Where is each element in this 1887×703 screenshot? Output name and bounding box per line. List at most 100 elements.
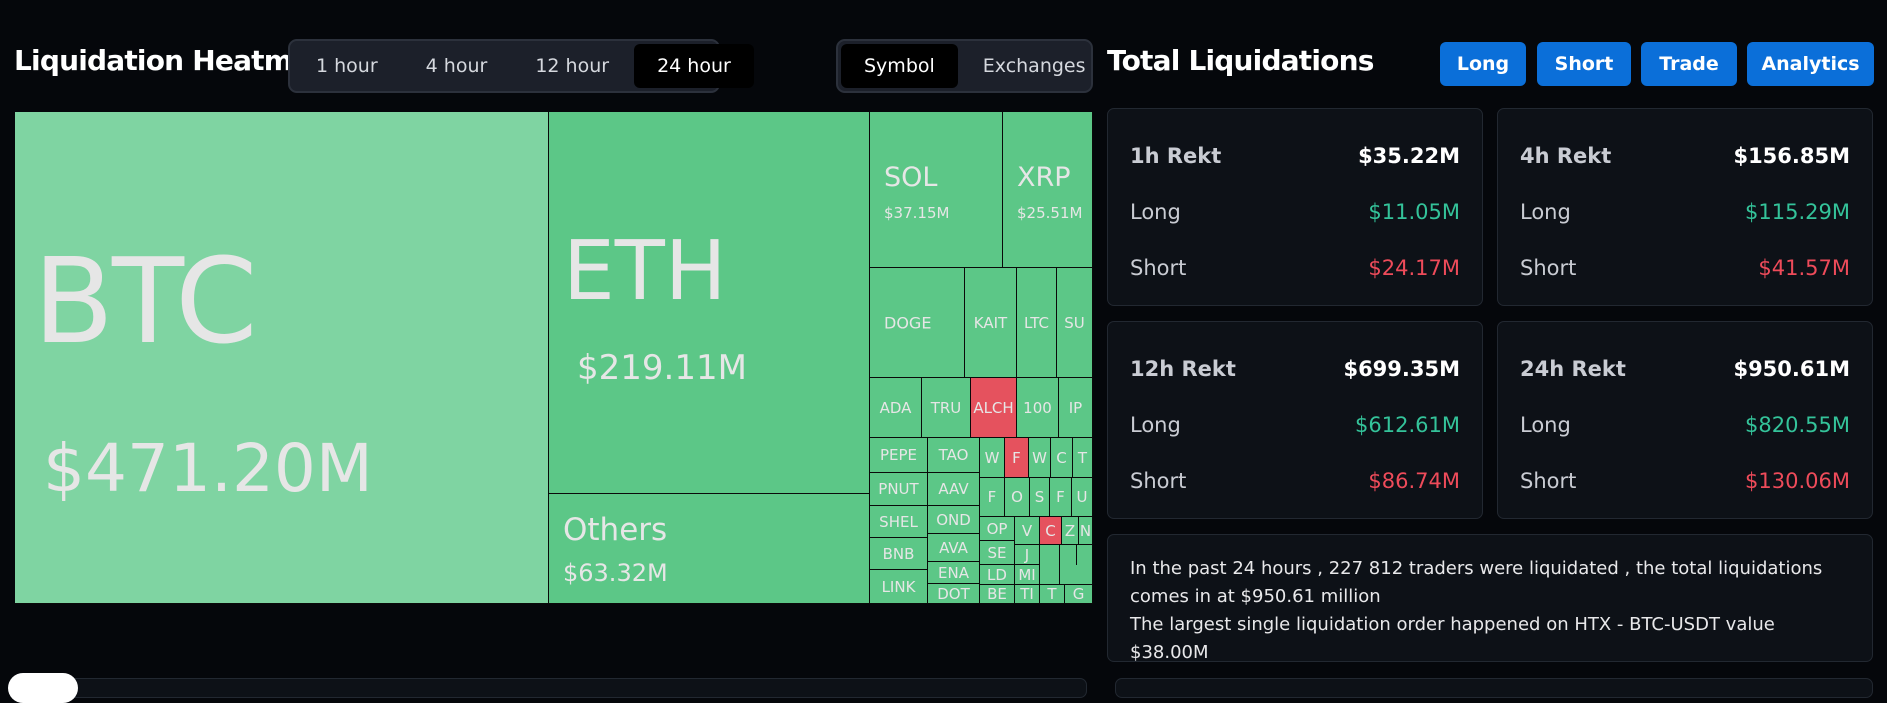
- treemap-cell-f[interactable]: F: [1050, 478, 1072, 517]
- treemap-cell-ti[interactable]: TI: [1015, 585, 1040, 604]
- treemap-cell-ltc[interactable]: LTC: [1017, 268, 1057, 378]
- cell-symbol: ENA: [938, 563, 969, 582]
- long-label: Long: [1130, 200, 1181, 224]
- treemap-cell-ena[interactable]: ENA: [928, 562, 980, 584]
- trade-button[interactable]: Trade: [1641, 42, 1737, 86]
- treemap-cell-ld[interactable]: LD: [980, 565, 1015, 585]
- long-label: Long: [1520, 413, 1571, 437]
- treemap-cell-unlabeled[interactable]: [1040, 545, 1060, 585]
- treemap-cell-ada[interactable]: ADA: [870, 378, 922, 438]
- treemap-cell-bnb[interactable]: BNB: [870, 538, 928, 570]
- timeframe-4-hour[interactable]: 4 hour: [425, 55, 488, 77]
- treemap-cell-tao[interactable]: TAO: [928, 438, 980, 473]
- treemap-cell-w[interactable]: W: [1029, 438, 1051, 478]
- treemap-cell-ond[interactable]: OND: [928, 506, 980, 534]
- treemap-cell-u[interactable]: U: [1072, 478, 1093, 517]
- long-value: $612.61M: [1355, 413, 1460, 437]
- long-value: $115.29M: [1745, 200, 1850, 224]
- view-exchanges[interactable]: Exchanges: [982, 55, 1086, 77]
- treemap-cell-link[interactable]: LINK: [870, 570, 928, 604]
- treemap-cell-g[interactable]: G: [1065, 585, 1093, 604]
- liquidation-summary: In the past 24 hours , 227 812 traders w…: [1107, 534, 1873, 663]
- card-12h-rekt: 12h Rekt $699.35M Long $612.61M Short $86.7…: [1107, 321, 1483, 519]
- cell-symbol: W: [1032, 448, 1047, 467]
- card-24h-rekt: 24h Rekt $950.61M Long $820.55M Short $130.…: [1497, 321, 1873, 519]
- cell-amount: $63.32M: [563, 559, 668, 587]
- treemap-cell-tru[interactable]: TRU: [922, 378, 971, 438]
- treemap-cell-w[interactable]: W: [980, 438, 1005, 478]
- treemap-cell-ip[interactable]: IP: [1059, 378, 1093, 438]
- treemap-cell-doge[interactable]: DOGE: [870, 268, 965, 378]
- treemap-cell-s[interactable]: S: [1030, 478, 1050, 517]
- cell-symbol: C: [1056, 448, 1067, 467]
- short-label: Short: [1130, 256, 1187, 280]
- treemap-cell-ava[interactable]: AVA: [928, 534, 980, 562]
- analytics-button[interactable]: Analytics: [1747, 42, 1874, 86]
- cell-symbol: OND: [936, 510, 971, 529]
- timeframe-12-hour[interactable]: 12 hour: [535, 55, 610, 77]
- short-value: $130.06M: [1745, 469, 1850, 493]
- cell-symbol: V: [1021, 521, 1033, 540]
- treemap-cell-eth[interactable]: ETH $219.11M: [549, 112, 870, 494]
- treemap-cell-n[interactable]: N: [1079, 517, 1093, 545]
- short-button[interactable]: Short: [1537, 42, 1631, 86]
- liquidation-treemap: BTC $471.20M ETH $219.11M Others $63.32M SOL $3…: [15, 112, 1093, 604]
- treemap-cell-kait[interactable]: KAIT: [965, 268, 1017, 378]
- cell-symbol: G: [1072, 585, 1085, 603]
- treemap-cell-mi[interactable]: MI: [1015, 565, 1040, 585]
- treemap-cell-pepe[interactable]: PEPE: [870, 438, 928, 473]
- timeframe-24-hour[interactable]: 24 hour: [634, 44, 754, 88]
- cell-symbol: LD: [987, 565, 1007, 584]
- cell-symbol: J: [1024, 545, 1030, 564]
- treemap-cell-su[interactable]: SU: [1057, 268, 1093, 378]
- treemap-cell-c[interactable]: C: [1051, 438, 1073, 478]
- treemap-cell-pnut[interactable]: PNUT: [870, 473, 928, 506]
- cell-symbol: AVA: [939, 538, 968, 557]
- treemap-cell-v[interactable]: V: [1015, 517, 1040, 545]
- cell-symbol: W: [984, 448, 1000, 467]
- treemap-cell-o[interactable]: O: [1005, 478, 1030, 517]
- cell-symbol: T: [1077, 448, 1088, 467]
- treemap-cell-c[interactable]: C: [1040, 517, 1062, 545]
- treemap-cell-t[interactable]: T: [1040, 585, 1065, 604]
- treemap-cell-f[interactable]: F: [1005, 438, 1029, 478]
- treemap-cell-shel[interactable]: SHEL: [870, 506, 928, 538]
- cell-symbol: ALCH: [973, 398, 1014, 417]
- treemap-cell-btc[interactable]: BTC $471.20M: [15, 112, 549, 604]
- cell-symbol: OP: [986, 519, 1008, 538]
- short-label: Short: [1520, 256, 1577, 280]
- treemap-cell-t[interactable]: T: [1073, 438, 1093, 478]
- treemap-cell-aav[interactable]: AAV: [928, 473, 980, 506]
- cell-symbol: F: [987, 488, 997, 506]
- treemap-cell-xrp[interactable]: XRP $25.51M: [1003, 112, 1093, 268]
- treemap-cell-op[interactable]: OP: [980, 517, 1015, 541]
- cell-symbol: Z: [1064, 521, 1076, 540]
- treemap-cell-alch[interactable]: ALCH: [971, 378, 1017, 438]
- short-label: Short: [1130, 469, 1187, 493]
- treemap-cell-j[interactable]: J: [1015, 545, 1040, 565]
- cell-symbol: BNB: [882, 544, 915, 563]
- toggle-handle[interactable]: [8, 673, 78, 703]
- treemap-cell-others[interactable]: Others $63.32M: [549, 494, 870, 604]
- cell-symbol: AAV: [938, 480, 969, 498]
- long-button[interactable]: Long: [1440, 42, 1526, 86]
- view-symbol[interactable]: Symbol: [841, 44, 958, 88]
- treemap-cell-f[interactable]: F: [980, 478, 1005, 517]
- timeframe-1-hour[interactable]: 1 hour: [316, 55, 378, 77]
- treemap-cell-z[interactable]: Z: [1062, 517, 1079, 545]
- cell-symbol: IP: [1068, 398, 1083, 417]
- card-title: 24h Rekt: [1520, 357, 1626, 381]
- treemap-cell-100[interactable]: 100: [1017, 378, 1059, 438]
- treemap-cell-unlabeled[interactable]: [1065, 565, 1093, 585]
- treemap-cell-se[interactable]: SE: [980, 541, 1015, 565]
- cell-symbol: TRU: [930, 398, 962, 417]
- treemap-cell-dot[interactable]: DOT: [928, 584, 980, 604]
- cell-symbol: TAO: [938, 446, 969, 464]
- total-liquidations-title: Total Liquidations: [1107, 44, 1374, 77]
- cell-amount: $25.51M: [1017, 204, 1083, 222]
- treemap-cell-be[interactable]: BE: [980, 585, 1015, 604]
- treemap-cell-sol[interactable]: SOL $37.15M: [870, 112, 1003, 268]
- cell-symbol: S: [1034, 488, 1045, 506]
- long-label: Long: [1520, 200, 1571, 224]
- cell-symbol: Others: [563, 512, 668, 548]
